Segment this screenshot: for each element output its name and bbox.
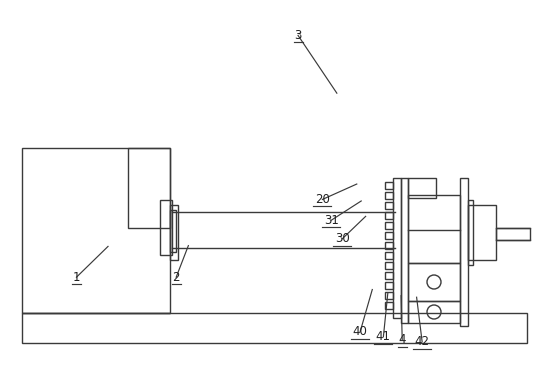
Bar	[128, 148, 170, 228]
Bar	[170, 205, 178, 260]
Bar	[408, 178, 436, 198]
Bar	[468, 200, 473, 265]
Bar	[385, 292, 393, 299]
Bar	[385, 302, 393, 309]
Bar	[385, 282, 393, 289]
Text: 3: 3	[294, 29, 302, 42]
Text: 20: 20	[315, 193, 330, 206]
Bar	[22, 148, 170, 313]
Bar	[468, 205, 496, 260]
Bar	[22, 313, 527, 343]
Text: 40: 40	[353, 325, 367, 338]
Text: 42: 42	[414, 335, 430, 348]
Bar	[460, 178, 468, 326]
Bar	[385, 212, 393, 219]
Text: 4: 4	[398, 333, 406, 346]
Text: 2: 2	[172, 271, 180, 284]
Bar	[401, 178, 408, 323]
Bar	[160, 200, 172, 255]
Bar	[385, 262, 393, 269]
Bar	[393, 178, 401, 318]
Bar	[385, 192, 393, 199]
Bar	[385, 182, 393, 189]
Bar	[385, 272, 393, 279]
Bar	[385, 242, 393, 249]
Bar	[408, 195, 460, 263]
Bar	[408, 301, 460, 323]
Text: 41: 41	[376, 330, 391, 343]
Bar	[385, 202, 393, 209]
Text: 30: 30	[335, 232, 350, 245]
Text: 1: 1	[73, 271, 80, 284]
Bar	[385, 232, 393, 239]
Bar	[496, 228, 530, 240]
Text: 31: 31	[324, 214, 338, 227]
Bar	[385, 252, 393, 259]
Bar	[385, 222, 393, 229]
Bar	[170, 210, 176, 252]
Bar	[408, 263, 460, 301]
